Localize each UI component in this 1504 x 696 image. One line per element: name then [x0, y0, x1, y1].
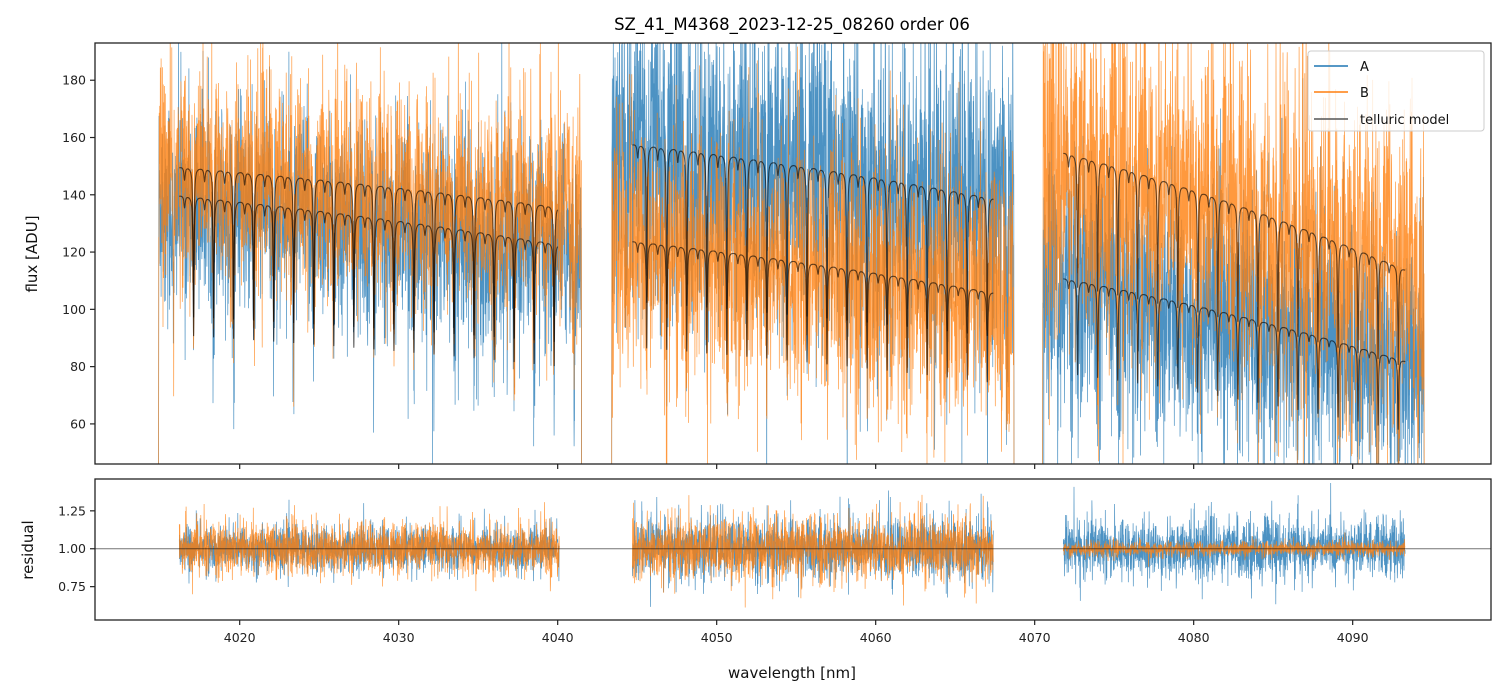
x-tick-label: 4030 — [383, 630, 415, 645]
y-tick-label: 180 — [62, 73, 86, 88]
telluric-model-b-segment-1 — [179, 167, 559, 342]
top-x-ticks — [239, 464, 1354, 469]
x-tick-label: 4050 — [701, 630, 733, 645]
legend-box — [1307, 50, 1485, 132]
y-tick-label: 60 — [70, 416, 86, 431]
y-tick-label: 120 — [62, 245, 86, 260]
top-y-axis-label: flux [ADU] — [23, 215, 41, 292]
chart-title: SZ_41_M4368_2023-12-25_08260 order 06 — [614, 15, 970, 35]
flux-series-b-segment-1 — [158, 43, 582, 464]
y-tick-label: 0.75 — [58, 579, 86, 594]
telluric-model-b-segment-3 — [1063, 152, 1406, 365]
y-tick-label: 100 — [62, 302, 86, 317]
y-tick-label: 1.00 — [58, 541, 86, 556]
x-tick-label: 4070 — [1019, 630, 1051, 645]
y-tick-label: 1.25 — [58, 503, 86, 518]
residual-panel-frame — [94, 478, 1492, 621]
legend-label-telluric: telluric model — [1360, 113, 1449, 128]
y-tick-label: 160 — [62, 130, 86, 145]
residual-series-b-segment-3 — [1062, 532, 1406, 567]
residual-y-ticks: 0.75 1.00 1.25 — [58, 503, 95, 594]
telluric-model-a-segment-2 — [632, 144, 994, 336]
flux-series-b-segment-3 — [1042, 43, 1425, 464]
legend-label-b: B — [1360, 86, 1369, 101]
residual-x-ticks: 4020 4030 4040 4050 4060 4070 4080 4090 — [224, 620, 1369, 645]
x-axis-label: wavelength [nm] — [728, 664, 856, 682]
telluric-model-a-segment-3 — [1063, 278, 1406, 430]
x-tick-label: 4040 — [542, 630, 574, 645]
x-tick-label: 4080 — [1178, 630, 1210, 645]
y-tick-label: 140 — [62, 187, 86, 202]
flux-series-a-segment-2 — [611, 43, 1015, 464]
residual-panel-series — [95, 482, 1491, 608]
residual-series-b-segment-2 — [632, 494, 994, 608]
residual-y-axis-label: residual — [19, 520, 37, 579]
telluric-model-b-segment-2 — [632, 241, 994, 383]
top-panel-frame — [94, 42, 1492, 465]
y-tick-label: 80 — [70, 359, 86, 374]
legend-label-a: A — [1360, 60, 1369, 75]
x-tick-label: 4060 — [860, 630, 892, 645]
residual-series-b-segment-1 — [178, 502, 560, 595]
x-tick-label: 4090 — [1337, 630, 1369, 645]
top-panel-series — [158, 43, 1425, 464]
x-tick-label: 4020 — [224, 630, 256, 645]
top-y-ticks: 60 80 100 120 140 160 180 — [62, 73, 95, 431]
legend: A B telluric model — [1307, 50, 1485, 132]
